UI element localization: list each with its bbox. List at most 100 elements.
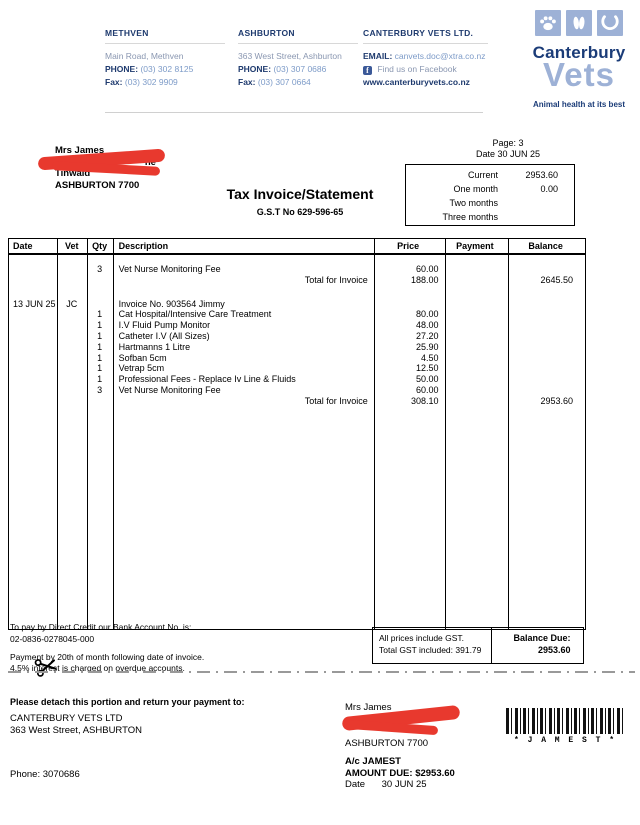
remittance-account-block: A/c JAMEST AMOUNT DUE: $2953.60 Date 30 … [345,756,455,791]
header-desc: Description [118,241,169,251]
website-link[interactable]: www.canterburyvets.co.nz [363,77,470,87]
column-divider [113,239,114,629]
cut-here-dashed-line [8,671,635,673]
hoof-icon [566,10,592,36]
aging-row-three-months: Three months [406,212,574,226]
scissors-icon [32,652,60,680]
table-row: 1 I.V Fluid Pump Monitor 48.00 [97,320,439,331]
paw-icon [535,10,561,36]
fax-value: (03) 307 0664 [257,77,311,87]
recipient-suburb: Tinwald [55,168,91,179]
facebook-icon: f [363,66,372,75]
facebook-text: Find us on Facebook [377,64,457,74]
horseshoe-icon [597,10,623,36]
payee-phone: Phone: 3070686 [10,769,80,780]
phone-label: PHONE: [105,64,139,74]
canterbury-vets-logo: Canterbury Vets Animal health at its bes… [520,10,638,109]
email-label: EMAIL: [363,51,393,61]
logo-wordmark-canterbury: Canterbury [532,43,626,62]
clinic-methven: METHVEN Main Road, Methven PHONE: (03) 3… [105,28,225,89]
table-row: 1 Cat Hospital/Intensive Care Treatment … [97,309,439,320]
clinic-name: CANTERBURY VETS LTD. [363,28,488,44]
aging-value [498,198,568,212]
table-row-total: Total for Invoice 188.00 2645.50 [304,274,573,285]
header-date: Date [13,241,33,251]
document-title: Tax Invoice/Statement [226,186,374,202]
payment-terms: Payment by 20th of month following date … [10,652,205,662]
column-divider [57,239,58,629]
phone-value: (03) 302 8125 [140,64,194,74]
facebook-row[interactable]: f Find us on Facebook [363,63,488,76]
table-row: 1 Sofban 5cm 4.50 [97,352,439,363]
fax-value: (03) 302 9909 [124,77,178,87]
aging-row-two-months: Two months [406,198,574,212]
detach-instruction: Please detach this portion and return yo… [10,697,245,707]
logo-tagline: Animal health at its best [532,100,626,109]
clinic-name: ASHBURTON [238,28,358,44]
table-row: 3 Vet Nurse Monitoring Fee 60.00 [97,384,439,395]
clinic-fax: Fax: (03) 302 9909 [105,76,225,89]
logo-icon-squares [520,10,638,36]
date-value: 30 JUN 25 [381,779,427,790]
page-meta: Page: 3 Date 30 JUN 25 [428,138,588,160]
recipient-name: Mrs James [55,145,105,156]
table-row: 13 JUN 25 JC Invoice No. 903564 Jimmy [13,298,225,309]
table-row: 1 Professional Fees - Replace Iv Line & … [97,374,439,385]
aging-summary-box: Current 2953.60 One month 0.00 Two month… [405,164,575,226]
header-vet: Vet [65,241,79,251]
fax-label: Fax: [105,77,123,87]
date-label: Date [345,779,366,790]
bank-account-number: 02-0836-0278045-000 [10,634,95,644]
interest-note: 4.5% interest is charged on overdue acco… [10,663,185,673]
bank-account-note: To pay by Direct Credit our Bank Account… [10,622,192,632]
column-divider [87,239,88,629]
recipient-city: ASHBURTON 7700 [345,738,429,749]
recipient-city: ASHBURTON 7700 [55,179,140,191]
clinic-company: CANTERBURY VETS LTD. EMAIL: canvets.doc@… [363,28,488,89]
remittance-date: Date 30 JUN 25 [345,779,455,791]
clinic-ashburton: ASHBURTON 363 West Street, Ashburton PHO… [238,28,358,89]
header-price: Price [397,241,420,251]
table-row-total: Total for Invoice 308.10 2953.60 [304,395,573,406]
invoice-table: Date Vet Qty Description Price Payment B… [8,238,586,630]
aging-label: Three months [442,212,498,222]
column-divider [374,239,375,629]
header-divider [105,112,483,113]
gst-note: All prices include GST. [379,633,465,643]
document-title-block: Tax Invoice/Statement G.S.T No 629-596-6… [150,186,450,217]
amount-due: AMOUNT DUE: $2953.60 [345,767,455,779]
table-row: 1 Hartmanns 1 Litre 25.90 [97,341,439,352]
phone-value: (03) 307 0686 [273,64,327,74]
totals-boxes: All prices include GST. Total GST includ… [372,627,584,664]
payee-name: CANTERBURY VETS LTD [10,713,123,724]
clinic-email: EMAIL: canvets.doc@xtra.co.nz [363,50,488,63]
aging-label: One month [453,184,498,194]
aging-value: 0.00 [540,184,558,194]
gst-number: G.S.T No 629-596-65 [256,207,344,217]
aging-row-current: Current 2953.60 [406,170,574,184]
balance-due-value: 2953.60 [537,645,571,655]
clinic-fax: Fax: (03) 307 0664 [238,76,358,89]
header-qty: Qty [92,241,108,251]
column-divider [508,239,509,629]
table-rows: 3 Vet Nurse Monitoring Fee 60.00 Total f… [9,258,585,407]
fax-label: Fax: [238,77,256,87]
table-row: 3 Vet Nurse Monitoring Fee 60.00 [97,264,439,274]
payee-address: 363 West Street, ASHBURTON [10,725,142,736]
account-code: A/c JAMEST [345,756,401,767]
clinic-address: Main Road, Methven [105,51,184,61]
clinic-phone: PHONE: (03) 307 0686 [238,63,358,76]
aging-label: Current [467,170,498,180]
logo-wordmark-vets: Vets [543,56,615,93]
balance-due-box: Balance Due: 2953.60 [490,627,584,664]
recipient-name: Mrs James [345,702,392,713]
aging-value [498,212,568,226]
clinic-name: METHVEN [105,28,225,44]
clinic-phone: PHONE: (03) 302 8125 [105,63,225,76]
email-value[interactable]: canvets.doc@xtra.co.nz [394,51,486,61]
phone-label: PHONE: [238,64,272,74]
page-number: Page: 3 [492,138,524,148]
gst-total: Total GST included: 391.79 [379,645,482,655]
balance-due-label: Balance Due: [513,633,571,643]
